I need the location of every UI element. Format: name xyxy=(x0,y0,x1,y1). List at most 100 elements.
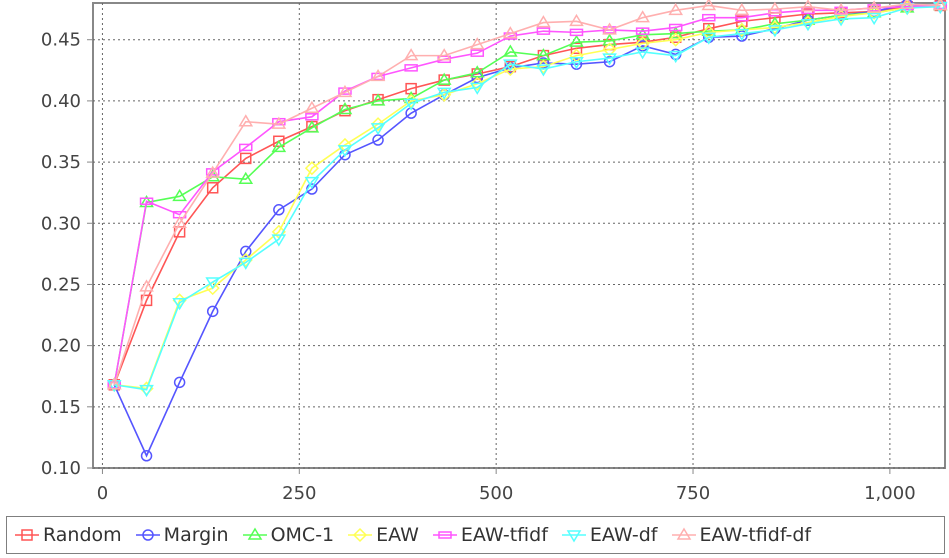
legend-swatch-eaw-tfidf-df xyxy=(671,527,696,540)
data-point-eaw-df xyxy=(866,12,882,26)
legend-marker xyxy=(247,527,262,540)
data-point-margin xyxy=(140,450,153,462)
data-point-eaw-tfidf-df xyxy=(569,13,584,27)
legend-label: EAW-tfidf-df xyxy=(699,524,812,546)
data-point-eaw-df xyxy=(106,380,122,393)
legend-item-random: Random xyxy=(15,524,122,546)
data-point-eaw-tfidf-df xyxy=(734,2,750,16)
y-tick-label: 0.35 xyxy=(41,152,81,173)
data-point-omc-1 xyxy=(271,139,287,153)
legend-marker xyxy=(141,529,154,541)
x-tick-label: 250 xyxy=(282,483,316,504)
data-point-eaw-tfidf-df xyxy=(271,116,287,129)
legend-swatch-random xyxy=(15,529,39,541)
data-point-eaw-df xyxy=(304,176,320,190)
grid-lines xyxy=(93,3,945,469)
data-point-eaw-df xyxy=(436,87,452,100)
data-point-eaw-tfidf-df xyxy=(932,0,948,11)
legend-marker xyxy=(438,531,452,539)
data-point-eaw-df xyxy=(701,32,717,45)
legend-label: EAW-df xyxy=(589,524,658,546)
data-point-eaw-df xyxy=(569,56,584,70)
data-point-omc-1 xyxy=(139,195,154,208)
legend-item-margin: Margin xyxy=(135,524,229,546)
data-point-eaw-tfidf-df xyxy=(668,2,684,16)
data-point-omc-1 xyxy=(238,171,254,184)
data-point-eaw-df xyxy=(800,19,816,32)
data-point-eaw xyxy=(370,117,386,132)
data-point-eaw-df xyxy=(469,82,485,95)
data-point-eaw-df xyxy=(668,50,684,64)
data-point-margin xyxy=(273,204,285,216)
legend-item-eaw: EAW xyxy=(348,524,419,546)
data-point-eaw-tfidf-df xyxy=(833,2,849,16)
data-point-eaw-tfidf-df xyxy=(139,279,154,292)
legend-item-eaw-df: EAW-df xyxy=(561,524,658,546)
data-point-eaw-tfidf xyxy=(107,381,122,389)
legend-swatch-margin xyxy=(135,529,160,541)
y-tick-label: 0.10 xyxy=(41,458,81,479)
legend-marker xyxy=(566,530,582,543)
data-point-random xyxy=(570,42,583,55)
data-point-eaw-tfidf-df xyxy=(635,10,650,23)
legend-marker xyxy=(676,527,691,540)
data-point-eaw-df xyxy=(172,298,187,311)
data-point-eaw-tfidf xyxy=(239,143,253,152)
data-point-eaw-tfidf-df xyxy=(536,15,551,28)
data-point-eaw-tfidf xyxy=(569,28,584,37)
data-point-margin xyxy=(603,55,616,68)
data-point-eaw-tfidf xyxy=(635,27,650,35)
data-point-eaw-tfidf xyxy=(139,197,154,205)
data-point-omc-1 xyxy=(304,120,320,133)
data-point-eaw-tfidf xyxy=(470,49,485,57)
legend-marker xyxy=(21,529,33,541)
data-point-eaw-tfidf-df xyxy=(866,0,882,13)
series-line-eaw-tfidf-df xyxy=(113,3,941,386)
data-point-omc-1 xyxy=(668,26,684,39)
data-point-eaw-tfidf xyxy=(371,72,385,81)
data-point-margin xyxy=(537,57,550,69)
data-point-eaw-df xyxy=(602,53,617,66)
axis-ticks: 0.10 0.15 0.20 0.25 0.30 0.35 0.40 0.45 0 250 500 7… xyxy=(41,30,916,504)
series-eaw-tfidf-df xyxy=(106,0,948,390)
data-point-eaw-tfidf-df xyxy=(370,68,386,82)
data-point-eaw-tfidf-df xyxy=(403,48,419,61)
plot-area xyxy=(92,2,946,469)
data-point-omc-1 xyxy=(436,72,452,85)
data-point-eaw-df xyxy=(503,59,518,72)
y-tick-label: 0.30 xyxy=(41,213,81,234)
series-eaw-df xyxy=(106,1,948,398)
data-point-random xyxy=(273,135,285,148)
data-point-eaw-tfidf-df xyxy=(602,22,617,35)
legend: Random Margin OMC-1 EAW EAW-tfidf EAW-df EAW-t… xyxy=(6,516,945,554)
x-tick-label: 0 xyxy=(97,483,108,504)
x-tick-label: 500 xyxy=(479,483,513,504)
data-point-eaw xyxy=(668,32,683,47)
data-point-eaw-df xyxy=(271,234,287,247)
data-point-eaw-df xyxy=(139,384,154,398)
data-point-eaw-df xyxy=(370,123,386,136)
legend-swatch-eaw-tfidf xyxy=(432,531,457,539)
data-point-eaw-tfidf-df xyxy=(337,84,353,98)
data-point-eaw xyxy=(205,281,220,296)
data-point-eaw-tfidf xyxy=(404,64,418,72)
data-point-eaw-df xyxy=(205,277,221,290)
legend-item-eaw-tfidf: EAW-tfidf xyxy=(432,524,548,546)
data-point-eaw-tfidf xyxy=(668,23,683,32)
data-point-omc-1 xyxy=(172,188,187,202)
legend-item-eaw-tfidf-df: EAW-tfidf-df xyxy=(671,524,812,546)
data-point-eaw xyxy=(734,22,749,37)
legend-swatch-eaw-df xyxy=(561,530,586,543)
data-point-eaw-df xyxy=(536,64,551,77)
data-point-omc-1 xyxy=(503,44,518,57)
data-point-eaw-tfidf xyxy=(338,87,352,95)
y-tick-label: 0.25 xyxy=(41,274,81,295)
x-tick-label: 1,000 xyxy=(864,483,916,504)
x-tick-label: 750 xyxy=(676,483,710,504)
legend-swatch-omc-1 xyxy=(242,527,267,540)
data-point-eaw-tfidf-df xyxy=(304,100,320,113)
legend-marker xyxy=(353,527,368,543)
data-point-eaw xyxy=(635,36,650,51)
legend-swatch-eaw xyxy=(348,527,373,543)
data-point-eaw-tfidf-df xyxy=(767,1,783,14)
